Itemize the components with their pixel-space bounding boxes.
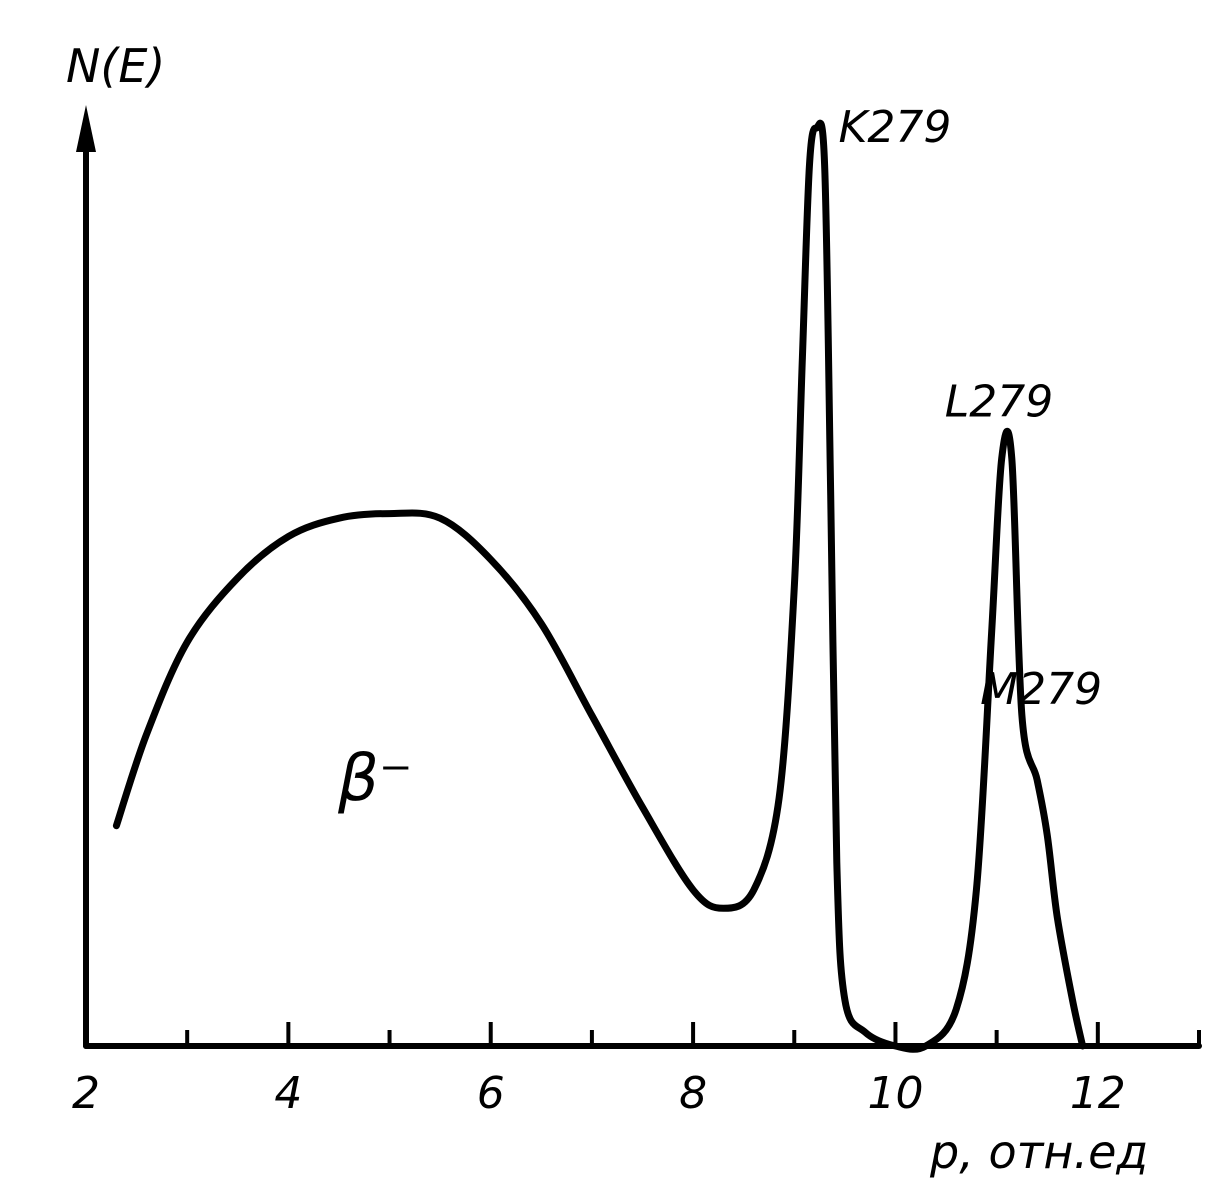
x-tick-label: 8 — [679, 1068, 707, 1119]
x-tick-label: 2 — [72, 1068, 100, 1119]
y-axis-arrow — [76, 105, 96, 152]
y-axis-title: N(E) — [66, 39, 165, 93]
peak-label-m279: M279 — [980, 664, 1102, 715]
x-tick-label: 4 — [274, 1068, 302, 1119]
x-tick-labels: 2 4 6 8 10 12 — [72, 1068, 1126, 1119]
x-tick-label: 12 — [1070, 1068, 1126, 1119]
peak-label-l279: L279 — [945, 376, 1054, 427]
peak-label-k279: K279 — [839, 102, 952, 153]
peak-annotations: K279 L279 M279 — [839, 102, 1103, 715]
x-axis-title: p, отн.ед — [929, 1125, 1148, 1179]
spectrum-curve — [112, 119, 1087, 1053]
x-tick-label: 10 — [867, 1068, 923, 1119]
tick-marks — [84, 1022, 1201, 1046]
x-tick-label: 6 — [477, 1068, 505, 1119]
axes: 2 4 6 8 10 12 — [72, 105, 1202, 1119]
beta-minus-label: β⁻ — [337, 742, 413, 816]
